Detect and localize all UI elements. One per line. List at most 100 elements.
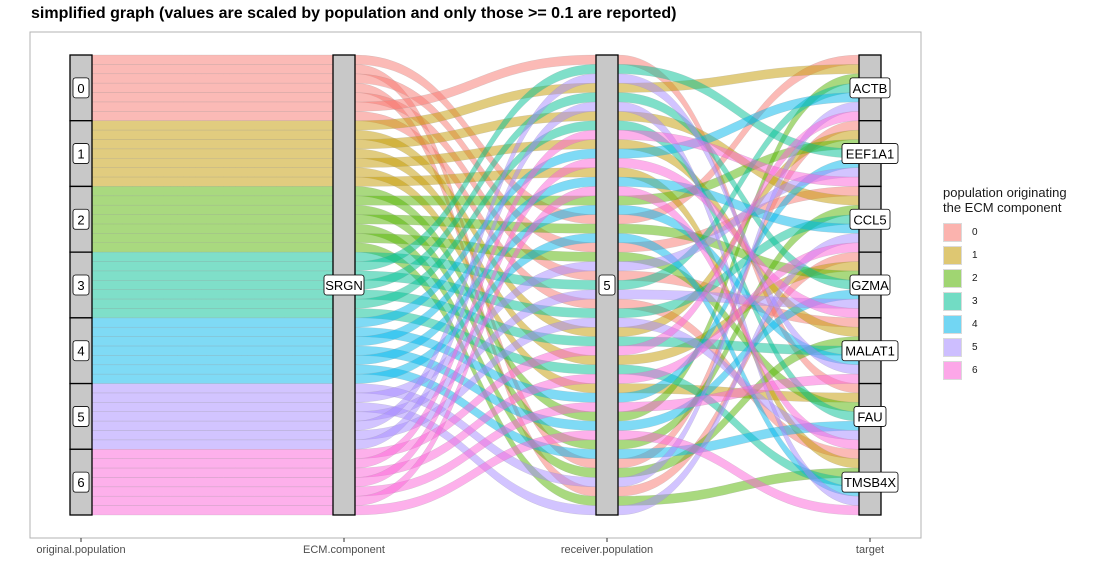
- flow-ribbon: [91, 439, 334, 450]
- legend-title: population originating the ECM component: [943, 185, 1093, 215]
- flow-ribbon: [91, 402, 334, 412]
- legend-label: 6: [972, 365, 978, 376]
- legend-label: 5: [972, 342, 978, 353]
- legend-key: [943, 315, 962, 334]
- flow-ribbon: [91, 345, 334, 356]
- x-axis-tick-label: target: [856, 544, 884, 556]
- flow-ribbon: [91, 73, 334, 84]
- flow-ribbon: [91, 223, 334, 234]
- flow-ribbon: [91, 298, 334, 309]
- flow-ribbon: [91, 336, 334, 347]
- flow-ribbon: [91, 64, 334, 75]
- legend-items: 0 1 2 3 4 5 6: [943, 221, 1093, 382]
- node-label: TMSB4X: [844, 475, 896, 490]
- node-label: CCL5: [853, 212, 886, 227]
- node-label: 0: [77, 81, 84, 96]
- node-label-box: [853, 406, 887, 427]
- flow-ribbon: [91, 233, 334, 244]
- node-label-box: [841, 340, 899, 362]
- flow-ribbon: [91, 167, 334, 178]
- flow-ribbon: [91, 148, 334, 159]
- flow-ribbon: [91, 430, 334, 441]
- flow-ribbon: [91, 326, 334, 337]
- legend-item: 3: [943, 290, 1093, 313]
- x-axis-tick-label: original.population: [36, 544, 125, 556]
- node-label: ACTB: [853, 81, 888, 96]
- legend-title-line: the ECM component: [943, 200, 1062, 215]
- node-label-box: [72, 77, 90, 99]
- node-labels-layer: 0 1 2 3 4 5 6 SRGN 5 ACTB EEF1A1 CCL5 GZMA MALAT1 FAU T…: [72, 77, 899, 493]
- flow-ribbon: [91, 289, 334, 300]
- legend-label: 4: [972, 319, 978, 330]
- node-label-box: [72, 274, 90, 296]
- flow-ribbon: [91, 373, 334, 384]
- flows-layer: [91, 54, 860, 516]
- flow-ribbon: [91, 449, 334, 459]
- flow-ribbon: [91, 204, 334, 215]
- flow-ribbon: [91, 242, 334, 253]
- legend-item: 1: [943, 244, 1093, 267]
- flow-ribbon: [91, 158, 334, 168]
- node-label-box: [841, 471, 899, 493]
- flow-ribbon: [91, 261, 334, 272]
- flow-ribbon: [91, 486, 334, 497]
- node-label-box: [72, 471, 90, 493]
- node-label-box: [849, 274, 891, 296]
- legend-item: 5: [943, 336, 1093, 359]
- flow-ribbon: [91, 458, 334, 469]
- flow-ribbon: [91, 505, 334, 516]
- node-label-box: [72, 340, 90, 362]
- x-axis-tick-label: ECM.component: [303, 544, 385, 556]
- node-label: EEF1A1: [846, 147, 894, 162]
- flow-ribbon: [91, 383, 334, 394]
- node-label: SRGN: [325, 278, 363, 293]
- flow-ribbon: [91, 364, 334, 375]
- flow-ribbon: [91, 139, 334, 150]
- flow-ribbon: [91, 308, 334, 319]
- flow-ribbon: [91, 467, 334, 478]
- node-label-box: [72, 406, 90, 427]
- flow-ribbon: [91, 195, 334, 206]
- flow-ribbon: [91, 355, 334, 366]
- flow-ribbon: [91, 392, 334, 403]
- flow-ribbon: [91, 176, 334, 187]
- node-label: 1: [77, 147, 84, 162]
- node-label-box: [598, 274, 616, 296]
- flow-ribbon: [91, 270, 334, 281]
- legend-label: 3: [972, 296, 978, 307]
- node-label-box: [72, 143, 90, 164]
- node-label-box: [323, 274, 365, 296]
- legend-key: [943, 269, 962, 288]
- node-label-box: [72, 208, 90, 230]
- legend-key: [943, 246, 962, 265]
- legend-item: 2: [943, 267, 1093, 290]
- flow-ribbon: [91, 92, 334, 103]
- node-label: 5: [603, 278, 610, 293]
- legend-label: 2: [972, 273, 978, 284]
- x-axis-tick-label: receiver.population: [561, 544, 653, 556]
- legend-label: 1: [972, 250, 978, 261]
- legend: population originating the ECM component …: [943, 185, 1093, 382]
- flow-ribbon: [91, 251, 334, 262]
- legend-label: 0: [972, 227, 978, 238]
- legend-item: 6: [943, 359, 1093, 382]
- legend-item: 0: [943, 221, 1093, 244]
- legend-key: [943, 361, 962, 380]
- x-axis-labels: original.population ECM.component receiver…: [36, 538, 884, 556]
- flow-ribbon: [91, 495, 334, 506]
- node-label-box: [849, 208, 891, 230]
- flow-ribbon: [91, 477, 334, 488]
- flow-ribbon: [91, 101, 334, 112]
- legend-key: [943, 292, 962, 311]
- node-label: 5: [77, 409, 84, 424]
- node-label-box: [849, 77, 891, 99]
- legend-key: [943, 338, 962, 357]
- node-label: 2: [77, 212, 84, 227]
- flow-ribbon: [91, 82, 334, 93]
- node-label: 4: [77, 344, 84, 359]
- node-label: GZMA: [851, 278, 889, 293]
- flow-ribbon: [91, 129, 334, 140]
- chart-title: simplified graph (values are scaled by p…: [31, 5, 677, 22]
- flow-ribbon: [91, 111, 334, 121]
